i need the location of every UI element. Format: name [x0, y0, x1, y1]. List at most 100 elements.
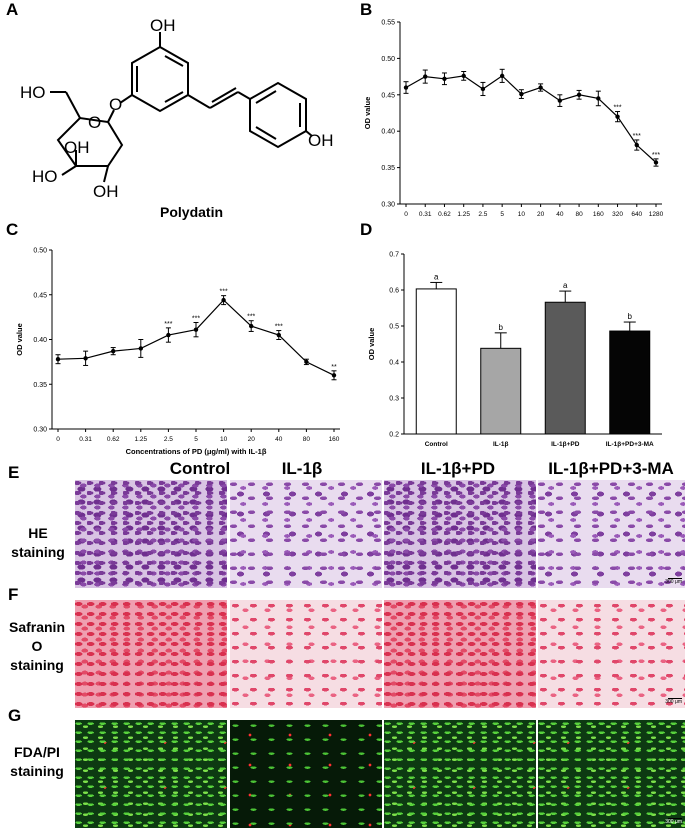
- chart-b-x-tick-label: 1.25: [457, 211, 470, 218]
- safranin-il1b-pd-3ma-micrograph: 300 μm: [538, 600, 685, 708]
- chart-c-significance-label: ***: [192, 315, 200, 322]
- chart-d-bar: [480, 347, 522, 435]
- chart-b-x-tick-label: 0.31: [419, 211, 432, 218]
- panel-letter-b: B: [360, 0, 373, 19]
- chart-c-x-tick-label: 5: [194, 436, 198, 443]
- chart-b-y-tick-label: 0.30: [381, 202, 395, 209]
- column-header-il1b-pd: IL-1β+PD: [420, 459, 496, 478]
- chart-b-x-tick-label: 1280: [649, 211, 664, 218]
- chart-d-group-letter: a: [434, 272, 439, 281]
- chart-d-bar: [544, 301, 586, 435]
- row-label-fda-line2: staining: [10, 763, 64, 779]
- he-il1b-pd-micrograph: [384, 480, 536, 588]
- chart-b-y-tick-label: 0.55: [381, 20, 395, 27]
- chart-b-y-axis-label: OD value: [363, 97, 372, 130]
- scale-bar-he: 300 μm: [665, 579, 682, 585]
- chart-c-significance-label: ***: [220, 289, 228, 296]
- chart-b-significance-label: ***: [613, 105, 621, 112]
- chart-c-viability-with-il1b: 0.30 0.35 0.40 0.45 0.50 OD value 0 0.31 0.62 1.2…: [15, 248, 340, 456]
- chart-b-data-point: [615, 114, 620, 119]
- chart-b-x-tick-label: 80: [575, 211, 583, 218]
- chart-b-significance-label: ***: [652, 152, 660, 159]
- chart-b-data-point: [653, 160, 659, 165]
- chart-b-data-point: [423, 74, 428, 79]
- scale-bar-safranin: 300 μm: [665, 699, 682, 705]
- chart-b-x-tick-label: 0: [404, 211, 408, 218]
- chart-c-data-point: [193, 327, 199, 332]
- chart-c-x-tick-label: 160: [329, 436, 340, 443]
- chart-d-y-tick-label: 0.7: [389, 252, 399, 259]
- chart-c-data-point: [249, 323, 254, 329]
- chart-b-data-point: [596, 96, 601, 101]
- fda-il1b-pd-micrograph: [384, 720, 536, 828]
- chart-d-group-letter: b: [499, 323, 504, 332]
- compound-name: Polydatin: [160, 204, 224, 220]
- chart-c-data-point: [111, 348, 116, 354]
- chart-d-x-tick-label: IL-1β+PD+3-MA: [606, 441, 654, 448]
- atom-oh-right: OH: [308, 131, 334, 150]
- chart-b-data-point: [461, 73, 466, 79]
- atom-oh-top: OH: [150, 16, 176, 35]
- safranin-il1b-pd-micrograph: [384, 600, 536, 708]
- panel-letter-f: F: [8, 585, 19, 604]
- chart-c-x-axis-label: Concentrations of PD (μg/ml) with IL-1β: [126, 447, 267, 456]
- chart-b-x-tick-label: 20: [537, 211, 545, 218]
- chart-b-data-point: [442, 76, 447, 81]
- chart-c-significance-label: ***: [275, 324, 283, 331]
- chart-c-x-tick-label: 0: [56, 436, 60, 443]
- chart-c-data-point: [166, 332, 171, 338]
- scale-bar-fda: 300 μm: [665, 819, 682, 825]
- chart-c-y-axis-label: OD value: [15, 323, 24, 356]
- panel-letter-a: A: [6, 0, 19, 19]
- chart-b-data-point: [538, 85, 543, 90]
- he-il1b-micrograph: [230, 480, 382, 588]
- row-label-he: HE staining: [11, 525, 65, 560]
- chart-c-y-tick-label: 0.40: [33, 337, 47, 344]
- chart-b-x-tick-label: 0.62: [438, 211, 451, 218]
- column-header-il1b-pd-3ma: IL-1β+PD+3-MA: [548, 459, 674, 478]
- chart-c-x-tick-label: 0.31: [79, 436, 92, 443]
- chart-d-y-tick-label: 0.2: [389, 432, 399, 439]
- row-label-safranin-line1: Safranin O: [8, 619, 65, 654]
- fda-il1b-pd-3ma-micrograph: 300 μm: [538, 720, 685, 828]
- chart-c-y-tick-label: 0.45: [33, 292, 47, 299]
- chart-b-x-tick-label: 10: [518, 211, 526, 218]
- atom-oh-ring: OH: [64, 138, 90, 157]
- chart-c-x-tick-label: 1.25: [134, 436, 147, 443]
- chart-b-y-tick-label: 0.50: [381, 56, 395, 63]
- chart-c-significance-label: ***: [247, 314, 255, 321]
- chart-d-x-tick-label: Control: [425, 441, 448, 448]
- chart-b-y-tick-label: 0.40: [381, 129, 395, 136]
- chart-b-data-point: [519, 91, 524, 97]
- chart-c-y-tick-label: 0.50: [33, 248, 47, 255]
- chart-b-x-tick-label: 160: [593, 211, 604, 218]
- chart-d-bar: [415, 288, 457, 435]
- chart-d-y-tick-label: 0.5: [389, 324, 399, 331]
- chart-b-x-tick-label: 40: [556, 211, 564, 218]
- chart-c-data-point: [221, 297, 226, 303]
- column-header-il1b: IL-1β: [281, 459, 323, 478]
- atom-oh-bottom: OH: [93, 182, 119, 201]
- chart-b-data-point: [557, 98, 563, 103]
- chart-b-data-point: [499, 73, 505, 79]
- chart-c-data-point: [276, 332, 281, 338]
- fda-control-micrograph: [75, 720, 227, 828]
- chart-d-y-axis-label: OD value: [367, 328, 376, 361]
- row-label-safranin-line2: staining: [10, 657, 64, 673]
- chart-b-x-tick-label: 640: [631, 211, 642, 218]
- row-label-safranin: Safranin O staining: [2, 618, 72, 675]
- column-header-control: Control: [169, 459, 231, 478]
- chart-b-data-point: [480, 86, 486, 92]
- chart-c-x-tick-label: 10: [220, 436, 228, 443]
- row-label-fda-pi: FDA/PI staining: [2, 743, 72, 781]
- chart-c-data-point: [55, 356, 61, 362]
- chart-c-series-line: [57, 299, 335, 376]
- chart-d-bar: [609, 330, 651, 435]
- chart-d-y-tick-label: 0.4: [389, 360, 399, 367]
- fda-il1b-micrograph: [230, 720, 382, 828]
- chart-c-data-point: [138, 346, 143, 351]
- chart-c-x-tick-label: 40: [275, 436, 283, 443]
- chart-c-data-point: [83, 356, 88, 361]
- chart-d-treatment-od: 0.2 0.3 0.4 0.5 0.6 0.7 OD value a Control b IL-1β…: [367, 252, 662, 448]
- chart-d-y-tick-label: 0.3: [389, 396, 399, 403]
